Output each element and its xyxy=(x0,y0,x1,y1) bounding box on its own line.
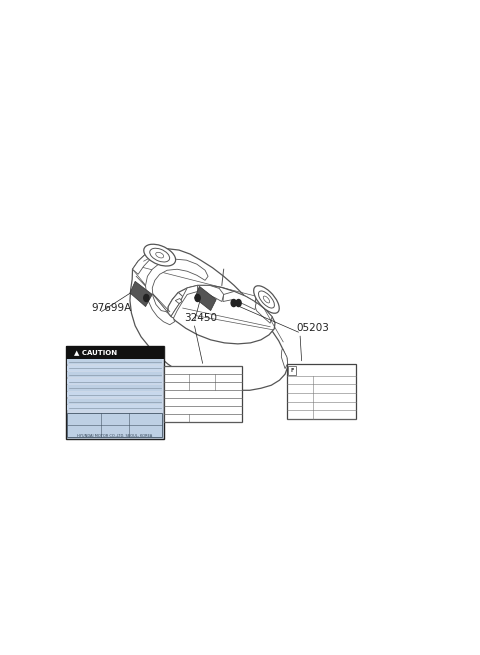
Text: HYUNDAI MOTOR CO.,LTD. SEOUL, KOREA: HYUNDAI MOTOR CO.,LTD. SEOUL, KOREA xyxy=(77,434,153,438)
Ellipse shape xyxy=(150,248,169,262)
Circle shape xyxy=(144,295,149,301)
Bar xyxy=(288,365,296,375)
Bar xyxy=(164,366,242,422)
Polygon shape xyxy=(223,291,256,310)
Circle shape xyxy=(236,299,241,307)
Bar xyxy=(287,364,356,419)
Ellipse shape xyxy=(259,291,275,308)
Polygon shape xyxy=(171,286,198,318)
Bar xyxy=(67,365,162,371)
Polygon shape xyxy=(195,286,216,310)
Text: F: F xyxy=(290,367,294,373)
Circle shape xyxy=(231,299,236,307)
Polygon shape xyxy=(175,299,182,303)
Polygon shape xyxy=(168,292,183,316)
Text: ▲ CAUTION: ▲ CAUTION xyxy=(74,349,117,355)
Bar xyxy=(67,379,162,384)
Polygon shape xyxy=(130,248,288,390)
Text: 97699A: 97699A xyxy=(92,303,132,313)
Bar xyxy=(67,372,162,377)
Polygon shape xyxy=(255,303,272,323)
Polygon shape xyxy=(281,348,288,369)
Bar xyxy=(66,346,164,358)
Text: 05203: 05203 xyxy=(296,324,329,333)
Bar xyxy=(67,405,162,411)
Polygon shape xyxy=(168,286,275,344)
Bar xyxy=(66,346,164,440)
Ellipse shape xyxy=(156,252,164,258)
Polygon shape xyxy=(132,250,155,274)
Polygon shape xyxy=(130,282,152,307)
Ellipse shape xyxy=(263,296,270,303)
Circle shape xyxy=(195,295,200,301)
Bar xyxy=(67,399,162,404)
Ellipse shape xyxy=(254,286,279,313)
Bar xyxy=(67,359,162,364)
Text: 32450: 32450 xyxy=(185,313,217,323)
Ellipse shape xyxy=(144,244,176,266)
Polygon shape xyxy=(145,259,208,325)
Bar xyxy=(67,392,162,397)
Bar xyxy=(67,386,162,390)
Bar xyxy=(67,413,162,437)
Polygon shape xyxy=(198,286,224,301)
